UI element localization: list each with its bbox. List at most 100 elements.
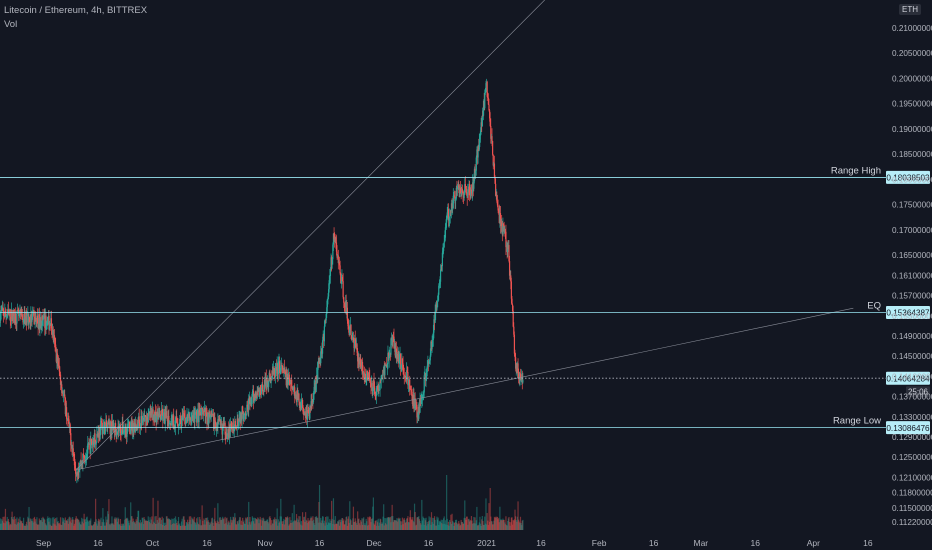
candle-body (38, 314, 40, 329)
candle-body (418, 404, 420, 419)
volume-bar (174, 516, 177, 530)
volume-bar (277, 525, 279, 530)
volume-bar (173, 518, 175, 530)
candle-body (202, 408, 204, 415)
candle-body (208, 411, 210, 414)
candle-body (311, 401, 313, 404)
candle-body (199, 412, 201, 413)
volume-bar (486, 513, 488, 530)
candle-body (50, 318, 52, 326)
volume-bar (329, 519, 331, 530)
candle-body (419, 399, 421, 413)
volume-bar (378, 525, 380, 530)
candle-body (311, 399, 313, 404)
candle-body (163, 412, 165, 414)
volume-bar (295, 520, 297, 530)
volume-bar (305, 519, 307, 530)
candle-body (243, 415, 245, 419)
volume-bar (102, 519, 105, 530)
volume-bar (95, 498, 97, 530)
candle-body (477, 145, 479, 158)
candle-body (440, 265, 442, 270)
candle-body (462, 192, 464, 196)
volume-bar (64, 517, 66, 530)
volume-bar (242, 517, 244, 530)
volume-bar (90, 518, 92, 530)
volume-bar (457, 523, 459, 530)
candle-body (143, 418, 145, 422)
volume-bar (241, 525, 243, 530)
volume-bar (257, 517, 259, 530)
candle-body (484, 92, 486, 94)
volume-bar (389, 518, 391, 530)
candle-body (342, 281, 344, 298)
volume-bar (336, 523, 338, 530)
candle-body (230, 423, 232, 426)
volume-bar (133, 521, 135, 530)
volume-bar (458, 521, 460, 530)
candle-body (521, 374, 523, 379)
volume-bar (393, 520, 395, 530)
candle-body (58, 365, 60, 372)
candle-body (451, 203, 453, 209)
candle-body (315, 375, 318, 385)
candle-body (213, 415, 215, 429)
volume-bar (464, 500, 466, 530)
candle-body (286, 374, 288, 386)
volume-bar (73, 525, 75, 530)
candle-body (57, 361, 59, 367)
candle-body (343, 297, 345, 303)
volume-bar (403, 518, 405, 530)
candle-body (393, 344, 396, 349)
volume-bar (377, 522, 379, 530)
volume-bar (472, 523, 474, 530)
volume-bar (464, 518, 466, 530)
candle-body (162, 415, 164, 421)
volume-bar (26, 525, 28, 530)
volume-bar (261, 517, 263, 530)
volume-bar (459, 525, 461, 530)
symbol-title: Litecoin / Ethereum, 4h, BITTREX (4, 5, 148, 16)
candle-body (469, 195, 471, 197)
candle-body (177, 425, 180, 427)
candle-body (353, 341, 355, 349)
volume-bar (447, 524, 449, 530)
candle-body (363, 372, 365, 381)
candle-body (167, 415, 169, 427)
volume-bar (390, 522, 392, 530)
candle-body (145, 416, 147, 426)
candle-body (513, 334, 516, 354)
candle-body (167, 418, 169, 427)
candle-body (70, 433, 72, 446)
candle-body (157, 411, 159, 420)
candle-body (63, 394, 65, 396)
candle-body (495, 183, 497, 197)
volume-bar (234, 513, 236, 530)
candle-body (183, 413, 186, 418)
volume-bar (395, 520, 398, 530)
candle-body (246, 404, 249, 406)
volume-bar (385, 518, 387, 530)
candle-body (112, 421, 114, 428)
volume-bar (297, 519, 299, 530)
candle-body (496, 201, 499, 206)
candle-body (242, 411, 244, 419)
volume-bar (439, 521, 442, 530)
volume-bar (387, 516, 390, 530)
trendline (76, 0, 545, 471)
candle-body (169, 423, 171, 424)
volume-bar (243, 523, 246, 530)
volume-bar (30, 519, 32, 530)
volume-bar (183, 519, 186, 530)
volume-bar (93, 524, 95, 530)
candle-body (341, 277, 343, 281)
currency-badge[interactable]: ETH (899, 4, 921, 15)
price-tag (886, 306, 930, 320)
volume-bar (265, 520, 267, 530)
candle-body (129, 428, 131, 434)
volume-bar (122, 523, 124, 530)
price-tag (886, 371, 930, 385)
candle-body (110, 421, 112, 435)
volume-bar (490, 521, 493, 530)
